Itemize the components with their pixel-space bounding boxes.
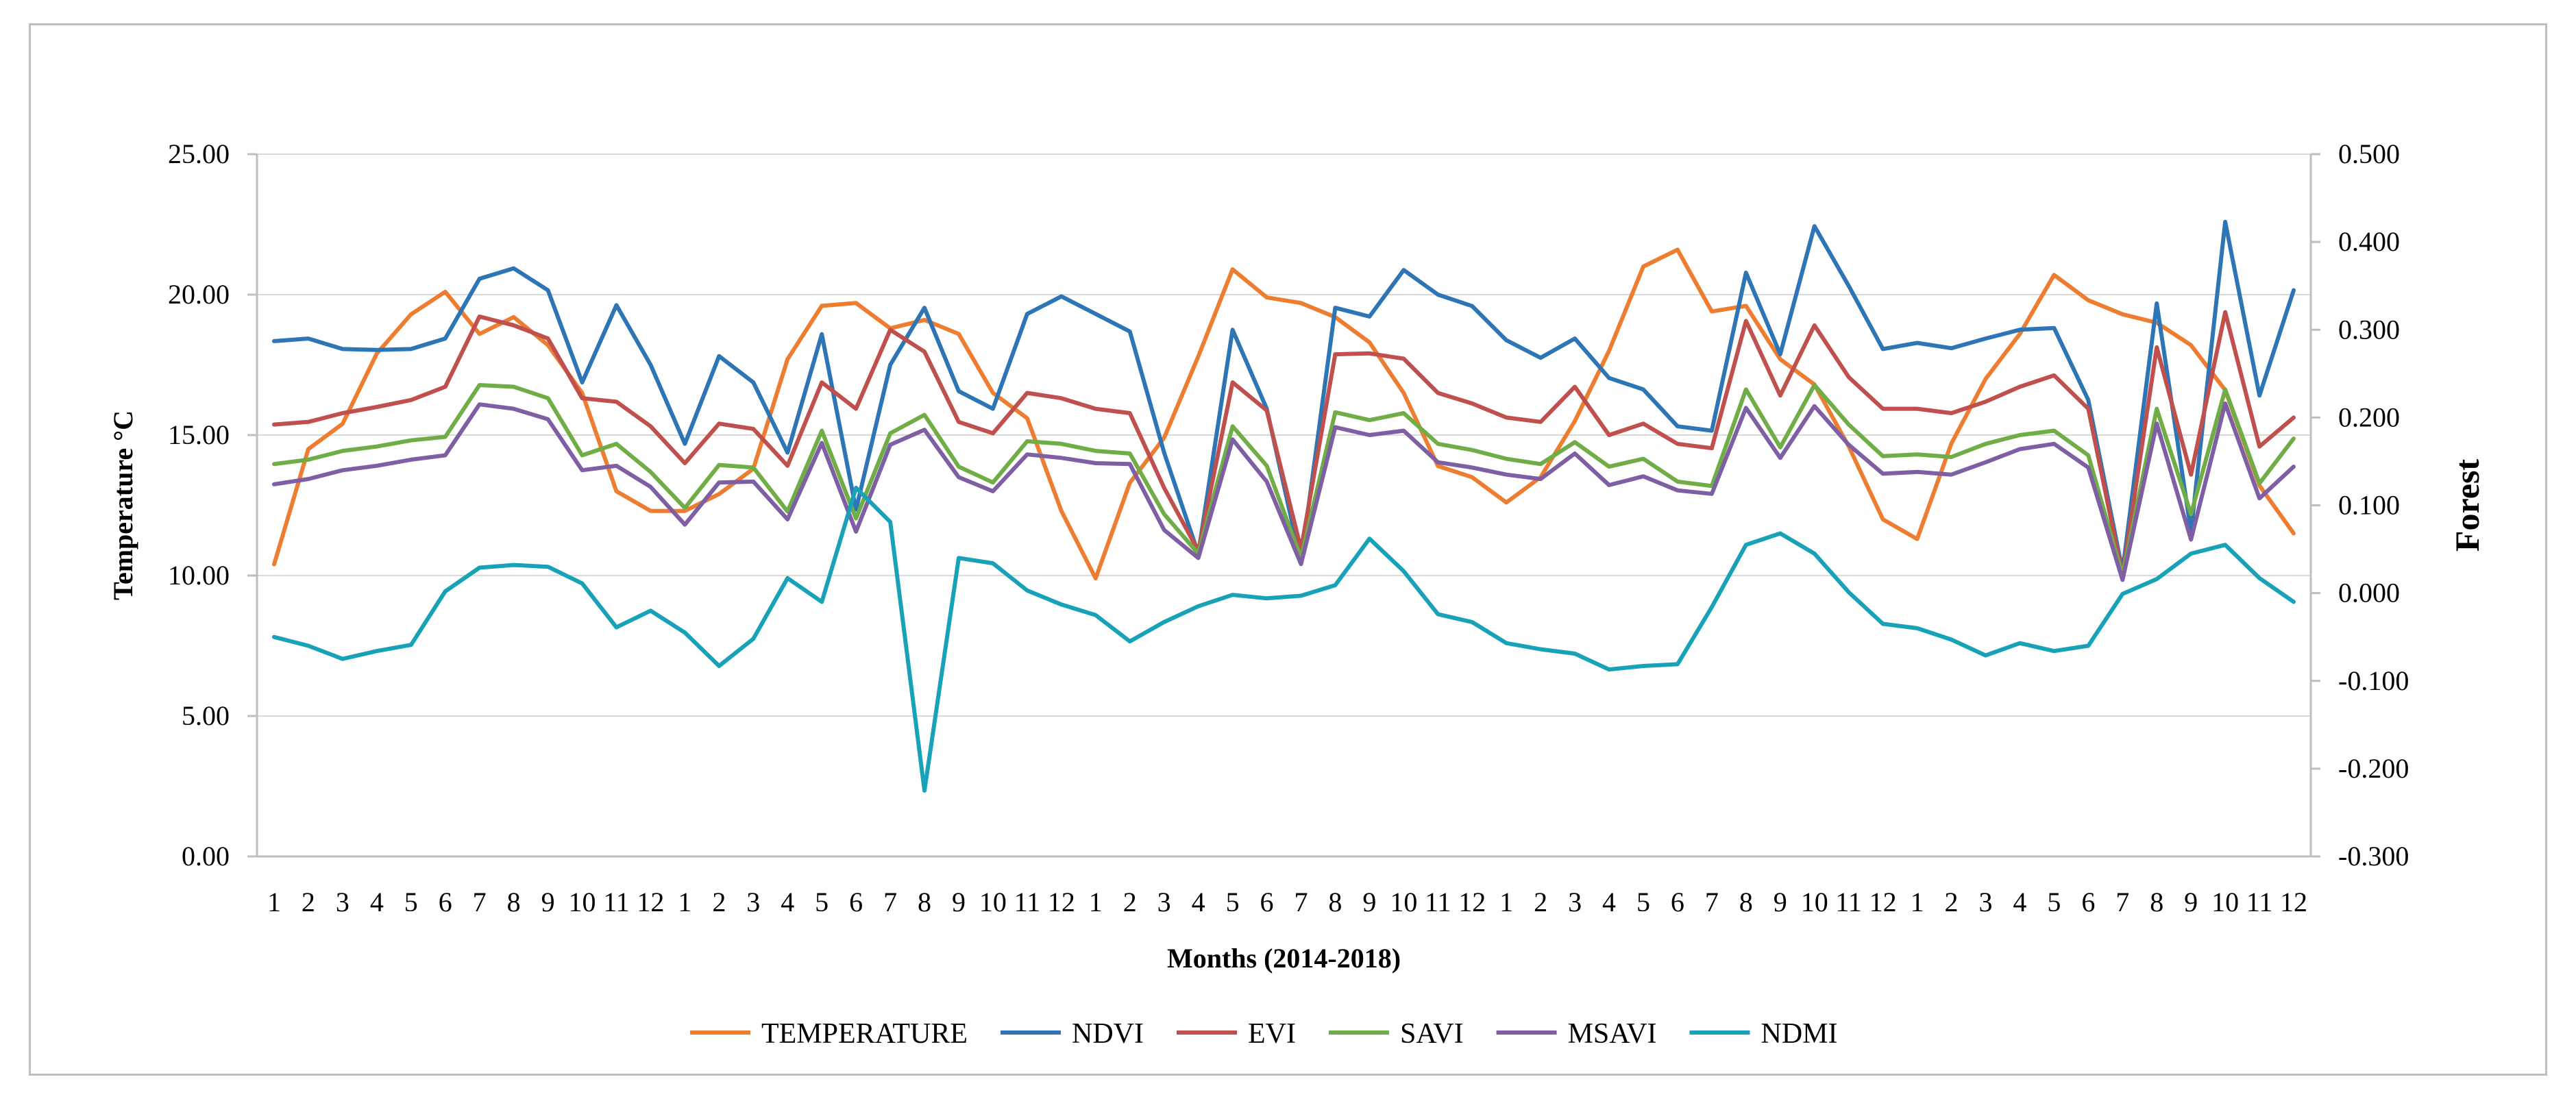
- gridlines: [257, 153, 2311, 717]
- x-tick-label: 6: [2081, 887, 2095, 917]
- x-tick-label: 1: [1089, 887, 1103, 917]
- series-lines: [272, 219, 2296, 793]
- x-tick-label: 3: [1157, 887, 1171, 917]
- x-tick-label: 9: [1774, 887, 1787, 917]
- series-line-evi: [272, 310, 2296, 578]
- x-tick-label: 8: [918, 887, 931, 917]
- x-tick-label: 9: [541, 887, 555, 917]
- x-tick-label: 1: [1499, 887, 1513, 917]
- x-tick-label: 9: [2184, 887, 2198, 917]
- x-tick-label: 11: [1835, 887, 1862, 917]
- x-tick-label: 11: [1425, 887, 1451, 917]
- y2-tick-label: 0.300: [2338, 314, 2400, 345]
- x-tick-label: 10: [569, 887, 596, 917]
- series-line-msavi: [272, 401, 2296, 582]
- x-tick-label: 2: [712, 887, 726, 917]
- y-tick-label: 5.00: [182, 700, 230, 731]
- y-tick-label: 20.00: [168, 279, 230, 310]
- legend-label: NDVI: [1072, 1018, 1144, 1050]
- chart-frame: 0.00 5.00 10.00 15.00 20.00 25.00 -0.300 -0.200…: [29, 23, 2547, 1076]
- y2-axis-title: Forest: [2448, 459, 2486, 552]
- x-tick-label: 5: [1226, 887, 1240, 917]
- x-tick-label: 7: [1294, 887, 1308, 917]
- legend-label: SAVI: [1400, 1018, 1464, 1050]
- x-axis-title: Months (2014-2018): [1167, 943, 1401, 974]
- series-line-savi: [272, 383, 2296, 578]
- y-axis-title: Temperature °C: [108, 410, 138, 600]
- x-tick-label: 8: [1739, 887, 1753, 917]
- x-tick-label: 1: [1911, 887, 1924, 917]
- x-tick-label: 7: [2115, 887, 2129, 917]
- series-line-temperature: [272, 247, 2296, 581]
- x-tick-label: 11: [1014, 887, 1041, 917]
- legend-label: EVI: [1248, 1018, 1296, 1050]
- y2-tick-label: 0.400: [2338, 226, 2400, 257]
- x-tick-label: 4: [2013, 887, 2026, 917]
- x-tick-label: 9: [952, 887, 966, 917]
- x-tick-label: 7: [1705, 887, 1719, 917]
- line-chart: 0.00 5.00 10.00 15.00 20.00 25.00 -0.300 -0.200…: [108, 138, 2486, 1050]
- legend-label: MSAVI: [1568, 1018, 1657, 1050]
- y2-tick-label: 0.000: [2338, 578, 2400, 608]
- x-tick-label: 12: [1048, 887, 1075, 917]
- tick-labels: 0.00 5.00 10.00 15.00 20.00 25.00 -0.300 -0.200…: [168, 138, 2409, 917]
- x-tick-label: 3: [746, 887, 760, 917]
- x-tick-label: 5: [404, 887, 418, 917]
- x-tick-label: 8: [2150, 887, 2163, 917]
- y-tick-label: 15.00: [168, 419, 230, 450]
- axes: [247, 153, 2320, 858]
- y2-tick-label: 0.500: [2338, 138, 2400, 169]
- x-tick-label: 10: [1801, 887, 1828, 917]
- y-tick-label: 10.00: [168, 560, 230, 591]
- x-tick-label: 5: [2047, 887, 2061, 917]
- y-tick-label: 0.00: [182, 841, 230, 872]
- x-tick-label: 3: [336, 887, 349, 917]
- x-tick-label: 3: [1978, 887, 1992, 917]
- x-tick-label: 4: [781, 887, 794, 917]
- x-tick-label: 3: [1568, 887, 1582, 917]
- y2-tick-label: -0.200: [2338, 753, 2409, 784]
- x-tick-label: 10: [979, 887, 1007, 917]
- x-tick-label: 12: [2280, 887, 2307, 917]
- x-tick-label: 12: [1869, 887, 1897, 917]
- x-tick-label: 11: [2246, 887, 2273, 917]
- x-tick-label: 7: [883, 887, 897, 917]
- legend-label: TEMPERATURE: [761, 1018, 968, 1050]
- x-tick-label: 4: [370, 887, 384, 917]
- x-tick-label: 12: [1458, 887, 1486, 917]
- x-tick-label: 1: [267, 887, 281, 917]
- y2-tick-label: 0.100: [2338, 490, 2400, 521]
- x-tick-label: 8: [1328, 887, 1342, 917]
- x-tick-label: 6: [1260, 887, 1274, 917]
- x-tick-label: 10: [1390, 887, 1417, 917]
- x-tick-label: 8: [507, 887, 521, 917]
- x-tick-label: 4: [1602, 887, 1616, 917]
- x-tick-label: 6: [849, 887, 863, 917]
- x-tick-label: 2: [1534, 887, 1547, 917]
- legend: TEMPERATURE NDVI EVI SAVI MSAVI NDMI: [690, 1018, 1838, 1050]
- x-tick-label: 2: [1945, 887, 1959, 917]
- x-tick-label: 6: [1671, 887, 1684, 917]
- y2-tick-label: -0.100: [2338, 665, 2409, 696]
- series-line-ndmi: [272, 485, 2296, 793]
- x-tick-label: 4: [1192, 887, 1205, 917]
- x-tick-label: 11: [603, 887, 630, 917]
- y-tick-label: 25.00: [168, 138, 230, 169]
- x-tick-label: 5: [1636, 887, 1650, 917]
- x-tick-label: 7: [473, 887, 487, 917]
- legend-label: NDMI: [1761, 1018, 1838, 1050]
- x-tick-label: 1: [678, 887, 691, 917]
- x-tick-label: 2: [1123, 887, 1137, 917]
- x-tick-label: 2: [302, 887, 315, 917]
- y2-tick-label: 0.200: [2338, 402, 2400, 432]
- x-tick-label: 9: [1362, 887, 1376, 917]
- x-tick-label: 12: [637, 887, 664, 917]
- x-tick-label: 10: [2211, 887, 2239, 917]
- x-tick-label: 5: [815, 887, 829, 917]
- x-tick-label: 6: [439, 887, 452, 917]
- y2-tick-label: -0.300: [2338, 841, 2409, 872]
